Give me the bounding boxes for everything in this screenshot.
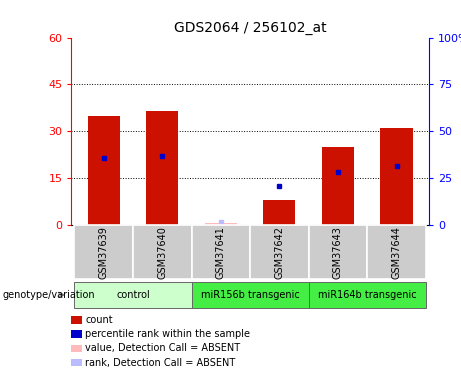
Bar [250,225,309,279]
Bar [309,225,367,279]
Text: miR156b transgenic: miR156b transgenic [201,290,300,300]
Text: rank, Detection Call = ABSENT: rank, Detection Call = ABSENT [85,358,236,368]
Bar [133,225,191,279]
Bar [74,225,133,279]
Bar [322,147,354,225]
Text: GSM37644: GSM37644 [391,226,402,279]
Text: miR164b transgenic: miR164b transgenic [318,290,417,300]
Bar [205,223,237,225]
Text: GSM37641: GSM37641 [216,226,226,279]
Text: value, Detection Call = ABSENT: value, Detection Call = ABSENT [85,344,240,353]
Bar [367,225,426,279]
Bar [309,282,426,308]
Text: percentile rank within the sample: percentile rank within the sample [85,329,250,339]
Text: GSM37643: GSM37643 [333,226,343,279]
Text: GSM37640: GSM37640 [157,226,167,279]
Bar [191,282,309,308]
Title: GDS2064 / 256102_at: GDS2064 / 256102_at [174,21,326,35]
Bar [191,225,250,279]
Text: genotype/variation: genotype/variation [2,290,95,300]
Text: control: control [116,290,150,300]
Bar [74,282,191,308]
Text: GSM37642: GSM37642 [274,226,284,279]
Bar [263,200,296,225]
Bar [88,116,120,225]
Text: count: count [85,315,113,325]
Bar [380,128,413,225]
Text: GSM37639: GSM37639 [99,226,109,279]
Bar [146,111,178,225]
